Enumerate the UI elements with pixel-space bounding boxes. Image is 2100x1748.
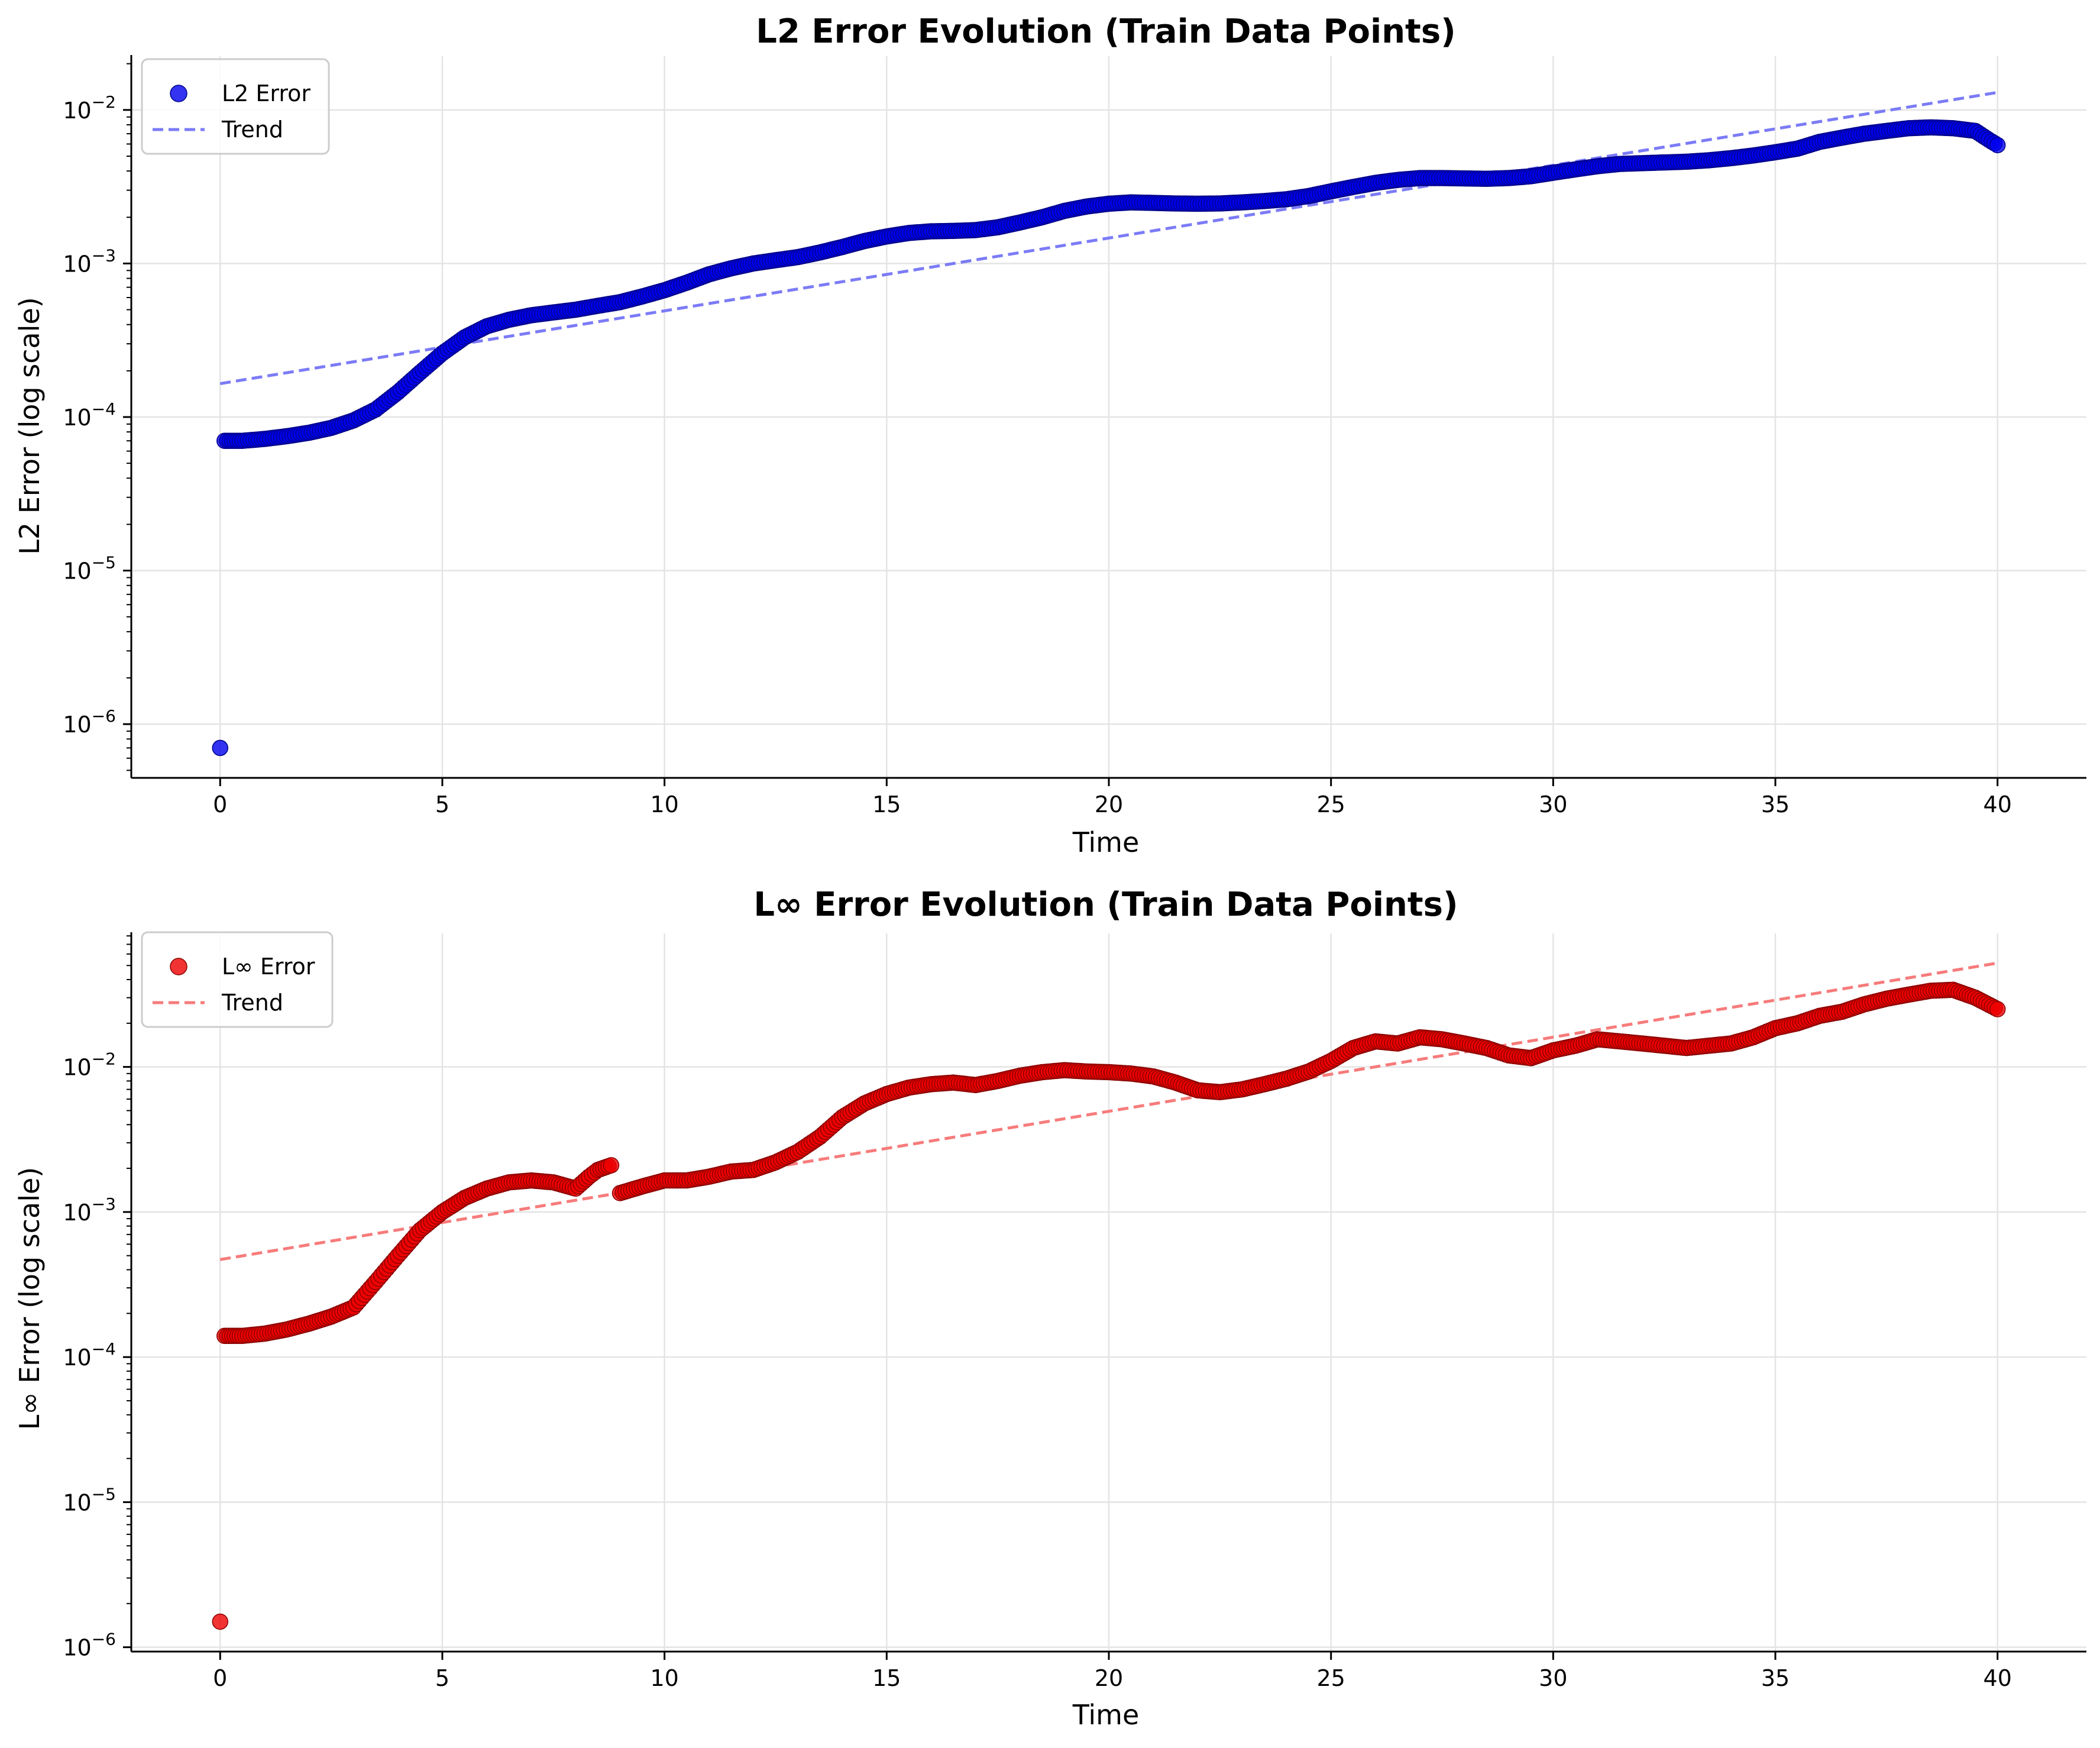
legend: L2 Error Trend	[141, 58, 330, 155]
data-point	[603, 1157, 620, 1174]
y-tick-label: 10−6	[63, 1630, 116, 1661]
x-tick-label: 30	[1539, 791, 1567, 818]
x-tick-label: 15	[872, 791, 901, 818]
legend-label-trend: Trend	[221, 990, 283, 1016]
trend-line	[219, 961, 1998, 1261]
chart-title: L2 Error Evolution (Train Data Points)	[756, 12, 1456, 51]
chart-title: L∞ Error Evolution (Train Data Points)	[753, 886, 1458, 924]
y-tick-label: 10−2	[63, 92, 116, 124]
y-tick-label: 10−2	[63, 1049, 116, 1081]
x-tick-label: 5	[435, 791, 449, 818]
legend-label-trend: Trend	[221, 117, 283, 143]
legend-label-scatter: L2 Error	[222, 80, 310, 106]
x-tick-label: 35	[1761, 791, 1790, 818]
data-point	[1989, 1001, 2006, 1017]
x-tick-label: 20	[1095, 791, 1123, 818]
data-point	[212, 739, 229, 757]
y-tick-label: 10−5	[63, 1484, 116, 1516]
x-axis-label: Time	[1072, 1699, 1140, 1731]
x-tick-label: 15	[872, 1665, 901, 1691]
x-tick-label: 40	[1983, 1665, 2012, 1691]
y-tick-label: 10−5	[63, 553, 116, 584]
data-point	[212, 1613, 229, 1630]
chart-l2: L2 Error Evolution (Train Data Points) 0…	[14, 12, 2086, 858]
x-tick-label: 25	[1317, 1665, 1345, 1691]
x-tick-label: 20	[1095, 1665, 1123, 1691]
y-tick-label: 10−3	[63, 1194, 116, 1226]
legend-marker-scatter	[170, 958, 187, 975]
y-tick-label: 10−3	[63, 245, 116, 277]
x-tick-label: 0	[213, 1665, 227, 1691]
x-tick-label: 40	[1983, 791, 2012, 818]
legend-label-scatter: L∞ Error	[222, 954, 315, 980]
x-tick-label: 10	[650, 1665, 678, 1691]
data-point	[1989, 137, 2006, 154]
x-tick-label: 5	[435, 1665, 449, 1691]
legend-marker-scatter	[170, 85, 187, 102]
x-tick-label: 35	[1761, 1665, 1790, 1691]
y-axis-label: L2 Error (log scale)	[14, 297, 46, 554]
y-axis-label: L∞ Error (log scale)	[14, 1167, 46, 1430]
y-tick-label: 10−6	[63, 706, 116, 738]
x-tick-label: 10	[650, 791, 678, 818]
legend: L∞ Error Trend	[141, 931, 334, 1028]
y-tick-label: 10−4	[63, 1339, 116, 1371]
trend-line	[219, 91, 1998, 386]
chart-linf: L∞ Error Evolution (Train Data Points) 0…	[14, 886, 2086, 1731]
x-tick-label: 0	[213, 791, 227, 818]
x-tick-label: 25	[1317, 791, 1345, 818]
x-tick-label: 30	[1539, 1665, 1567, 1691]
y-tick-label: 10−4	[63, 399, 116, 431]
x-axis-label: Time	[1072, 826, 1140, 858]
